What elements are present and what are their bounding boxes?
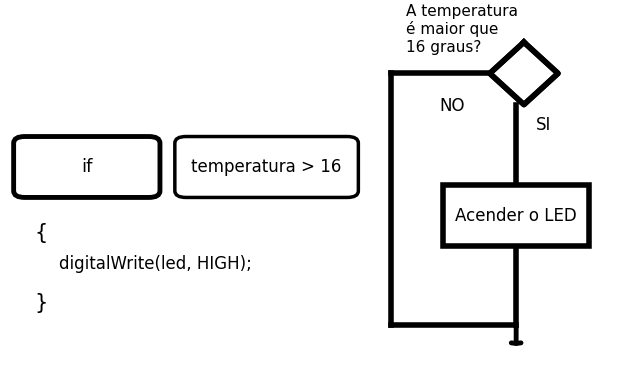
Text: SI: SI <box>536 116 552 134</box>
FancyBboxPatch shape <box>14 137 160 197</box>
Text: if: if <box>81 158 92 176</box>
Text: A temperatura
é maior que
16 graus?: A temperatura é maior que 16 graus? <box>406 4 518 55</box>
Bar <box>443 185 589 246</box>
Text: temperatura > 16: temperatura > 16 <box>192 158 342 176</box>
Text: NO: NO <box>440 97 466 116</box>
FancyBboxPatch shape <box>175 137 358 197</box>
Text: }: } <box>34 293 47 313</box>
Text: {: { <box>34 223 47 243</box>
Polygon shape <box>490 42 558 105</box>
Text: Acender o LED: Acender o LED <box>455 207 577 225</box>
Text: digitalWrite(led, HIGH);: digitalWrite(led, HIGH); <box>59 255 252 273</box>
